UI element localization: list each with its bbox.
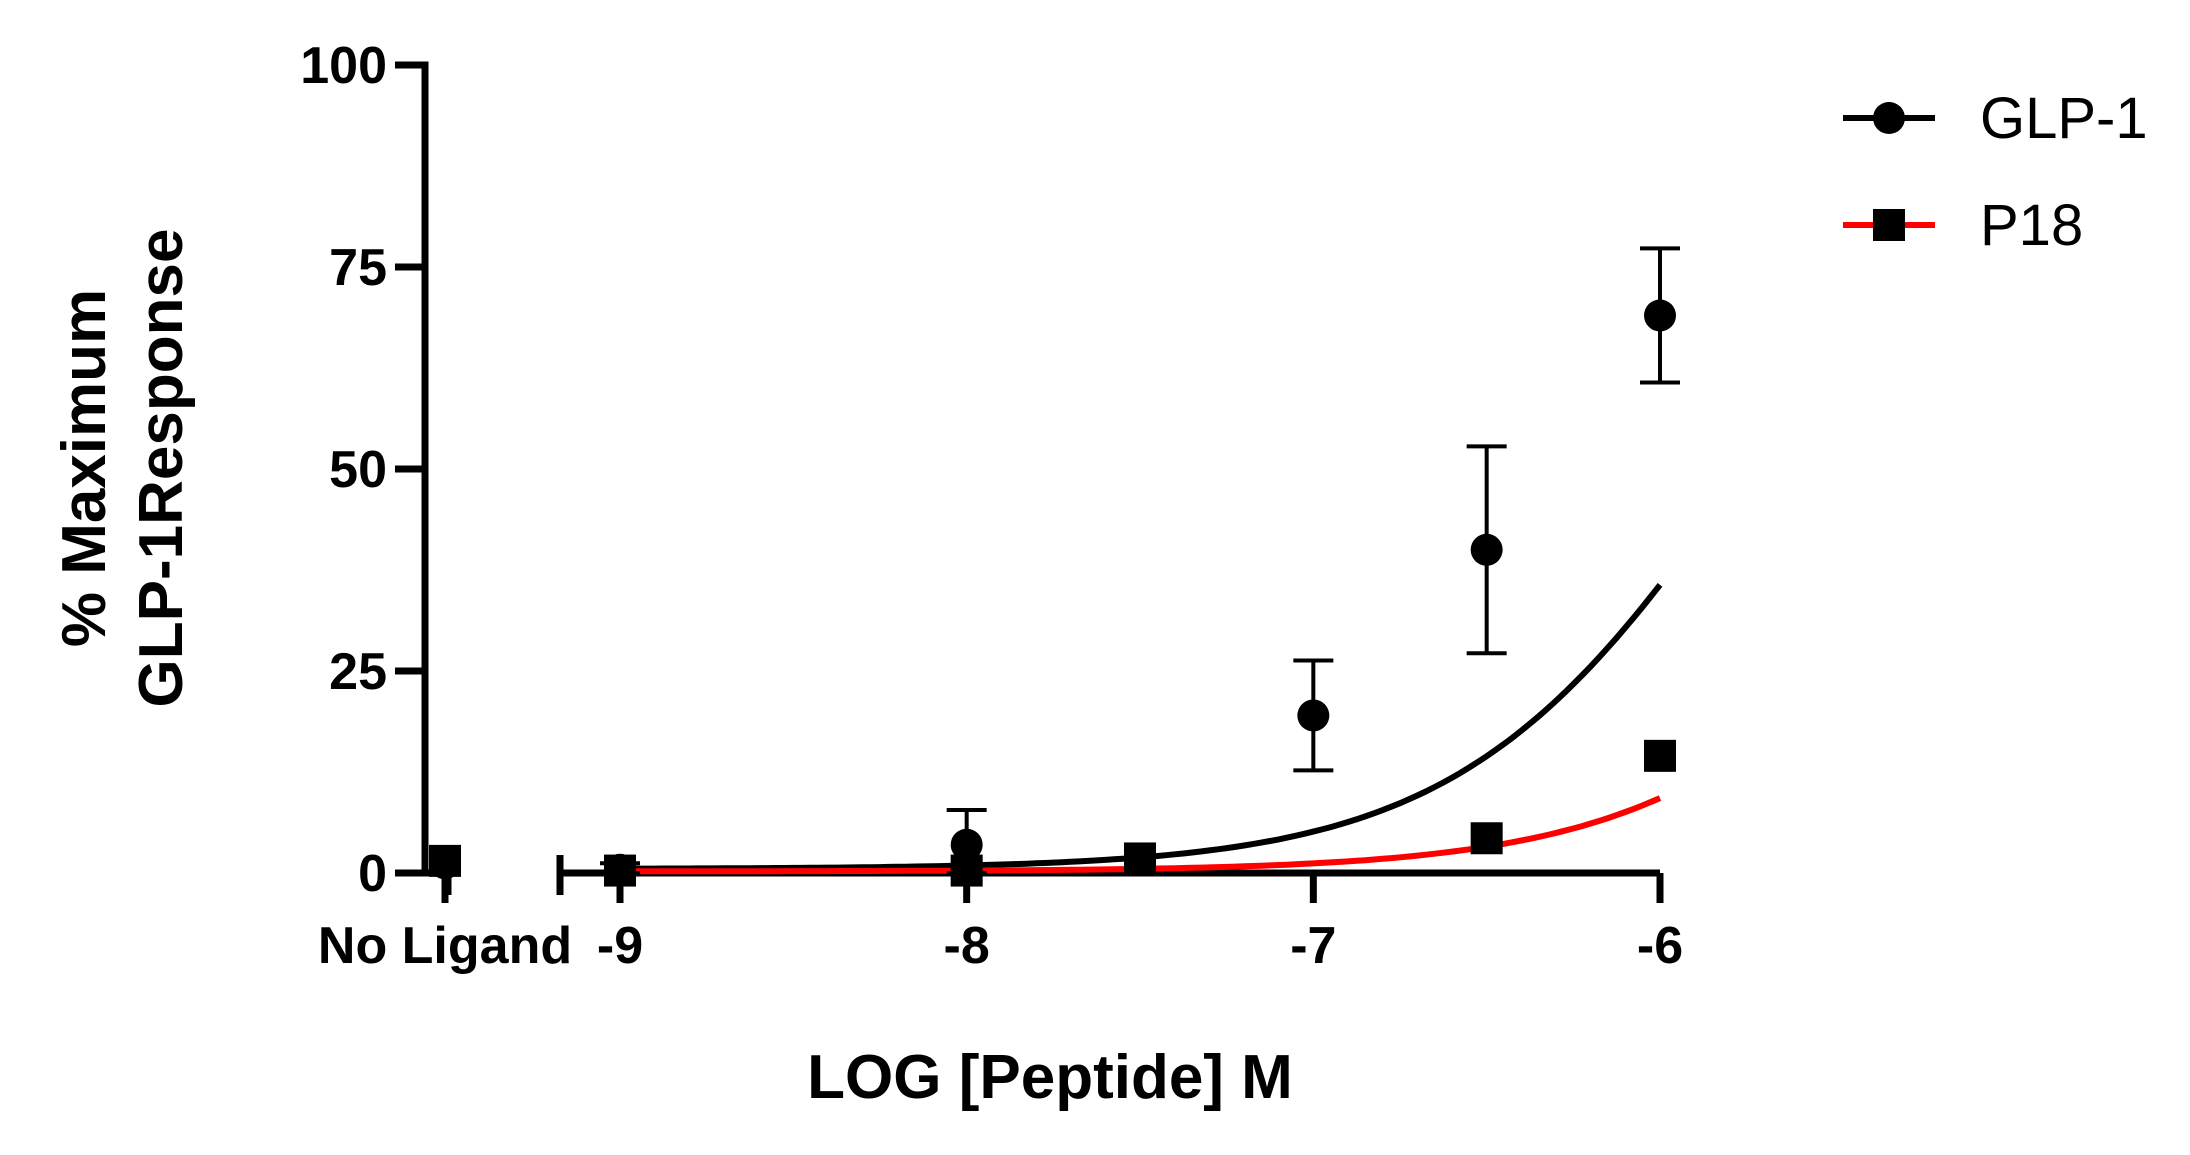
y-tick-label: 50: [329, 441, 387, 499]
x-tick-label: -7: [1290, 917, 1336, 975]
legend: GLP-1 P18: [1843, 86, 2148, 258]
y-tick-label: 0: [358, 845, 387, 903]
data-point-glp-1: [1297, 699, 1330, 732]
x-tick-label-no-ligand: No Ligand: [318, 917, 572, 975]
legend-label-glp-1: GLP-1: [1980, 86, 2148, 151]
data-point-p18: [1124, 842, 1156, 875]
data-point-p18: [1470, 822, 1503, 855]
y-tick-label: 25: [329, 643, 387, 701]
y-tick-label: 100: [300, 37, 387, 95]
fit-curve-glp-1: [620, 583, 1663, 872]
data-point-baseline-glp-1: [429, 847, 461, 880]
data-point-glp-1: [604, 853, 636, 886]
y-tick-label: 75: [329, 239, 387, 297]
data-points: [429, 299, 1676, 887]
legend-marker-p18: [1873, 209, 1905, 241]
x-tick-label: -9: [597, 917, 643, 975]
x-tick-label: -8: [944, 917, 990, 975]
x-axis-title: LOG [Peptide] M: [807, 1043, 1293, 1112]
legend-label-p18: P18: [1980, 193, 2083, 258]
y-axis-title-line-2: GLP-1Response: [127, 229, 196, 708]
data-point-glp-1: [1644, 299, 1676, 332]
x-tick-label: -6: [1637, 917, 1683, 975]
data-point-p18: [1644, 739, 1676, 772]
y-axis-title-line-1: % Maximum: [50, 289, 119, 647]
data-point-glp-1: [1470, 533, 1503, 566]
legend-marker-glp-1: [1873, 102, 1905, 134]
error-bars: [600, 246, 1680, 875]
data-point-glp-1: [950, 828, 983, 861]
